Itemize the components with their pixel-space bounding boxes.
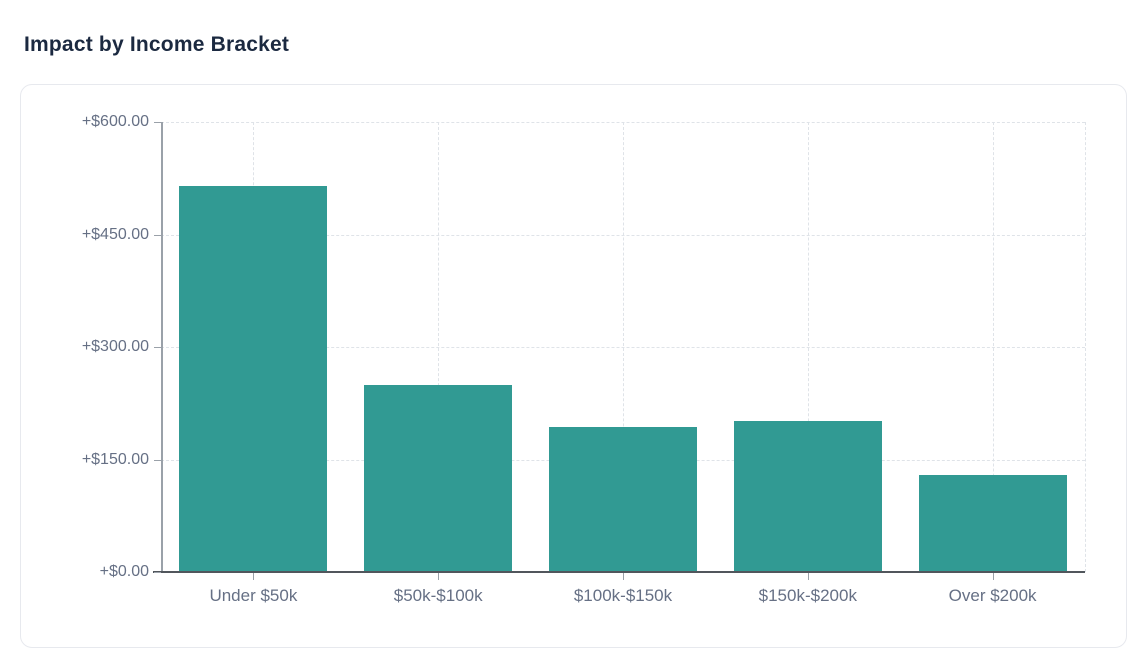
bar[interactable] [364,384,513,572]
x-tick [253,573,255,580]
y-tick-label: +$600.00 [81,113,149,130]
vertical-gridline [807,122,809,572]
x-tick-label: $50k-$100k [393,586,483,605]
x-axis-line [153,571,1085,573]
bar[interactable] [179,185,328,572]
bar[interactable] [733,420,882,572]
x-tick-label: $150k-$200k [758,586,857,605]
vertical-gridline [438,122,440,572]
bar[interactable] [549,427,697,572]
y-tick [154,122,161,123]
x-tick [438,573,440,580]
y-tick [154,347,161,348]
x-tick-label: Over $200k [948,586,1037,605]
impact-bar-chart: +$0.00 +$150.00 +$300.00 +$450.00 +$600.00 Un… [21,85,1126,647]
y-tick-label: +$300.00 [81,338,149,355]
chart-card: +$0.00 +$150.00 +$300.00 +$450.00 +$600.00 Un… [20,84,1127,648]
x-tick-label: Under $50k [209,586,298,605]
page-title: Impact by Income Bracket [24,33,290,56]
vertical-gridline [992,122,994,572]
y-tick-label: +$150.00 [81,450,149,468]
y-tick [154,572,161,573]
vertical-gridline [1085,122,1086,572]
vertical-gridline [623,122,624,572]
y-axis-line [161,122,163,572]
x-tick [623,573,624,580]
y-tick [154,459,161,461]
x-tick-label: $100k-$150k [573,586,673,605]
y-tick [154,234,161,236]
bar[interactable] [918,475,1067,572]
y-tick-label: +$450.00 [81,225,149,243]
x-tick [807,573,809,580]
x-tick [992,573,994,580]
y-tick-label: +$0.00 [99,563,149,580]
